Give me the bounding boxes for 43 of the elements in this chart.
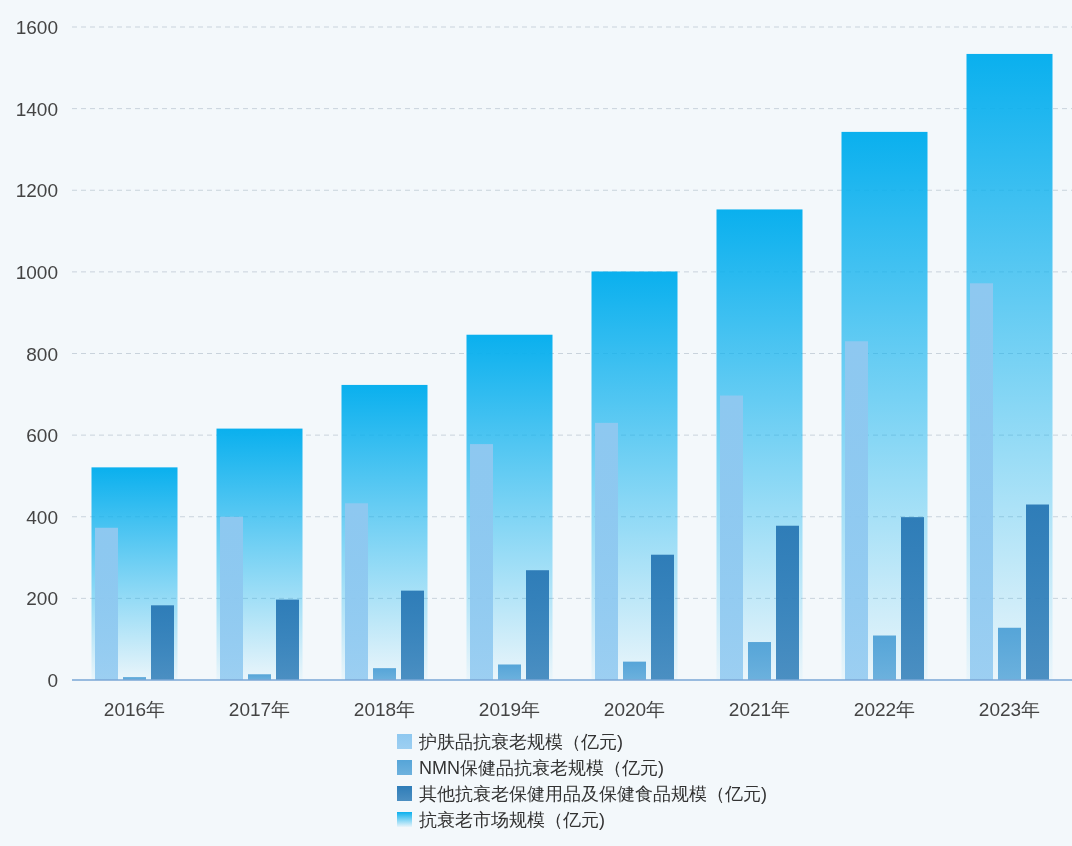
x-tick-label: 2022年 [853,699,916,720]
bar [651,554,674,680]
bar [595,422,618,680]
bar [970,283,993,680]
y-tick-label: 1000 [15,261,58,283]
bar [1026,504,1049,680]
bar [373,668,396,680]
bar [276,599,299,680]
y-tick-label: 1200 [15,180,58,202]
bar [95,527,118,680]
bar [901,517,924,680]
legend-label: 护肤品抗衰老规模（亿元) [418,732,623,752]
x-tick-label: 2018年 [353,699,416,720]
y-tick-label: 800 [26,343,58,365]
x-tick-label: 2020年 [603,699,666,720]
x-tick-label: 2019年 [478,699,541,720]
bar [748,642,771,680]
bar [470,444,493,680]
y-tick-label: 1400 [15,98,58,120]
bar [720,395,743,680]
bar [623,661,646,680]
x-tick-label: 2016年 [103,699,166,720]
bar [776,525,799,680]
bar [998,627,1021,680]
legend-label: NMN保健品抗衰老规模（亿元) [419,758,664,778]
bar [401,590,424,680]
bar [498,664,521,680]
bar [873,635,896,680]
legend-label: 其他抗衰老保健用品及保健食品规模（亿元) [419,784,767,804]
y-tick-label: 1600 [15,17,58,38]
bar [220,516,243,680]
bar [151,605,174,680]
y-tick-label: 0 [47,670,58,691]
bar [345,503,368,680]
x-tick-label: 2023年 [978,699,1041,720]
bar [526,570,549,680]
y-tick-label: 200 [26,588,58,610]
legend-label: 抗衰老市场规模（亿元) [419,810,605,830]
y-tick-label: 600 [26,425,58,447]
y-tick-label: 400 [26,506,58,528]
x-tick-label: 2021年 [728,699,791,720]
bar [845,341,868,680]
x-tick-label: 2017年 [228,699,291,720]
